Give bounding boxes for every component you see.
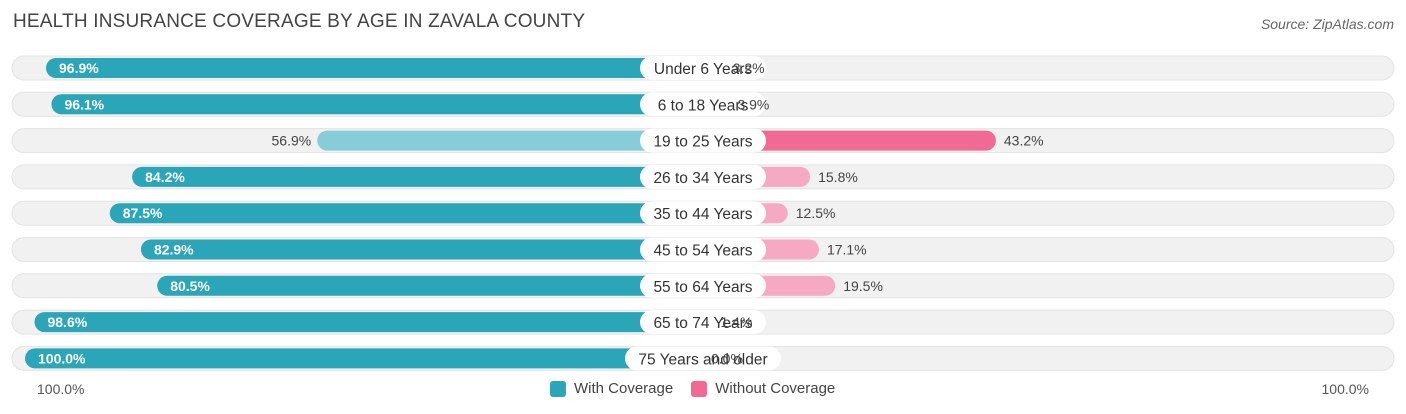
category-label: 26 to 34 Years xyxy=(653,170,752,187)
label-with-coverage: 100.0% xyxy=(38,350,86,366)
bar-with-coverage xyxy=(317,130,703,151)
legend: With Coverage Without Coverage xyxy=(550,380,853,397)
label-without-coverage: 0.0% xyxy=(711,350,743,366)
label-with-coverage: 96.1% xyxy=(64,96,104,112)
label-with-coverage: 80.5% xyxy=(170,278,210,294)
bar-with-coverage xyxy=(51,94,703,115)
label-without-coverage: 1.4% xyxy=(720,314,752,330)
label-with-coverage: 56.9% xyxy=(272,133,312,149)
bar-with-coverage xyxy=(46,58,703,78)
bar-with-coverage xyxy=(157,275,703,296)
bar-with-coverage xyxy=(34,312,703,333)
category-label: 75 Years and older xyxy=(638,351,767,368)
legend-swatch-without-coverage xyxy=(691,380,708,397)
label-with-coverage: 84.2% xyxy=(145,169,185,185)
label-without-coverage: 12.5% xyxy=(796,205,836,221)
legend-swatch-with-coverage xyxy=(550,380,566,397)
category-label: Under 6 Years xyxy=(654,61,752,78)
category-pill xyxy=(640,128,766,153)
label-without-coverage: 3.9% xyxy=(737,96,769,112)
label-with-coverage: 87.5% xyxy=(123,205,163,221)
category-label: 19 to 25 Years xyxy=(653,134,752,151)
label-without-coverage: 17.1% xyxy=(827,242,867,258)
category-label: 6 to 18 Years xyxy=(658,97,749,114)
source-label: Source: ZipAtlas.com xyxy=(1260,16,1394,32)
bar-with-coverage xyxy=(140,239,704,260)
bar-with-coverage xyxy=(25,348,703,369)
category-label: 45 to 54 Years xyxy=(653,243,752,260)
category-pill xyxy=(640,164,766,189)
category-label: 55 to 64 Years xyxy=(653,279,752,296)
axis-right-label: 100.0% xyxy=(1321,381,1369,397)
label-with-coverage: 96.9% xyxy=(59,60,99,76)
label-without-coverage: 19.5% xyxy=(843,278,883,294)
legend-item-with-coverage[interactable]: With Coverage xyxy=(550,380,673,397)
label-without-coverage: 15.8% xyxy=(818,169,858,185)
category-label: 65 to 74 Years xyxy=(653,315,752,332)
legend-label-with-coverage: With Coverage xyxy=(574,380,674,397)
category-pill xyxy=(640,92,766,117)
label-without-coverage: 3.2% xyxy=(733,60,765,76)
label-with-coverage: 82.9% xyxy=(154,242,194,258)
category-pill xyxy=(640,56,766,80)
bar-with-coverage xyxy=(109,203,703,224)
category-pill xyxy=(625,346,781,371)
bar-with-coverage xyxy=(132,166,703,187)
axis-left-label: 100.0% xyxy=(37,381,85,397)
legend-label-without-coverage: Without Coverage xyxy=(715,380,836,397)
category-pill xyxy=(640,237,766,262)
label-without-coverage: 43.2% xyxy=(1004,133,1044,149)
legend-item-without-coverage[interactable]: Without Coverage xyxy=(691,380,835,397)
category-label: 35 to 44 Years xyxy=(653,206,752,223)
label-with-coverage: 98.6% xyxy=(47,314,87,330)
category-pill xyxy=(640,201,766,226)
category-pill xyxy=(640,310,766,335)
category-pill xyxy=(640,273,766,298)
chart-title: HEALTH INSURANCE COVERAGE BY AGE IN ZAVA… xyxy=(13,11,586,32)
